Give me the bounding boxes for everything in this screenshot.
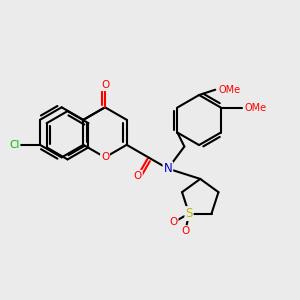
Text: O: O: [101, 80, 109, 90]
Text: Cl: Cl: [9, 140, 20, 150]
Text: O: O: [101, 152, 109, 162]
Text: O: O: [169, 217, 178, 227]
Text: O: O: [181, 226, 190, 236]
Text: N: N: [164, 162, 172, 175]
Text: OMe: OMe: [218, 85, 241, 95]
Text: OMe: OMe: [244, 103, 266, 112]
Text: S: S: [185, 207, 193, 220]
Text: O: O: [134, 171, 142, 181]
